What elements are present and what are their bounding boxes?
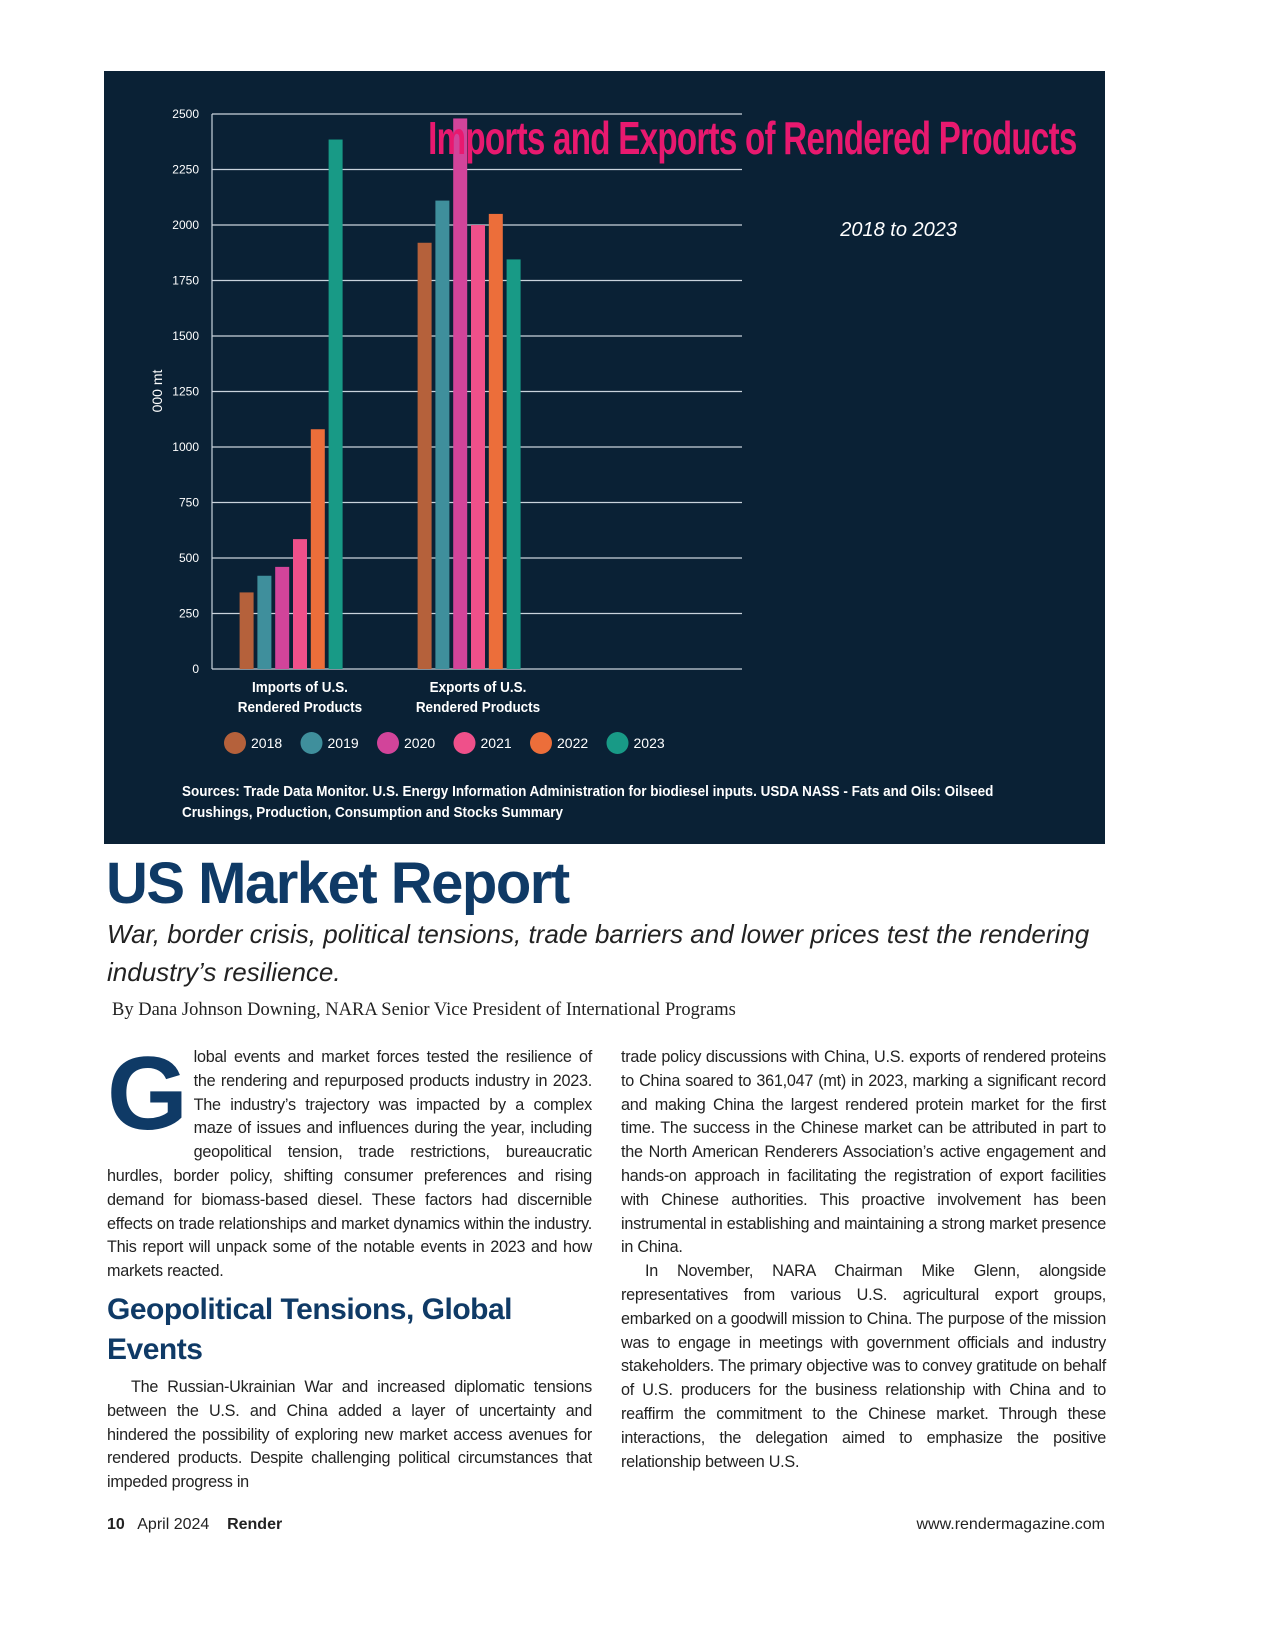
legend-label: 2022	[557, 735, 588, 751]
y-axis-label: 000 mt	[149, 369, 165, 412]
bar-2021-exports	[471, 225, 485, 669]
byline: By Dana Johnson Downing, NARA Senior Vic…	[112, 1000, 736, 1020]
legend-label: 2021	[481, 735, 512, 751]
bar-2023-exports	[506, 259, 521, 669]
page-title: US Market Report	[106, 851, 570, 916]
chart-sources: Sources: Trade Data Monitor. U.S. Energy…	[182, 783, 994, 821]
legend-swatch-2019	[300, 732, 323, 754]
x-tick-label: Exports of U.S.	[430, 679, 527, 696]
x-tick-label: Imports of U.S.	[252, 679, 348, 696]
y-tick-label: 2250	[172, 163, 199, 177]
paragraph: In November, NARA Chairman Mike Glenn, a…	[621, 1262, 1106, 1471]
legend-label: 2018	[251, 735, 282, 751]
legend-label: 2020	[404, 735, 435, 751]
y-tick-label: 1250	[172, 385, 199, 399]
chart-title: Imports and Exports of Rendered Products	[428, 112, 1078, 164]
bar-2023-imports	[328, 139, 343, 669]
y-tick-label: 1500	[172, 329, 199, 343]
footer-left: 10 April 2024 Render	[107, 1516, 282, 1534]
paragraph: lobal events and market forces tested th…	[107, 1048, 592, 1281]
paragraph: trade policy discussions with China, U.S…	[621, 1048, 1106, 1257]
paragraph: The Russian-Ukrainian War and increased …	[107, 1377, 592, 1492]
chart-panel: 0 250 500 750 1000 1250 1500 1750 2000 2250 2500 00…	[104, 71, 1105, 844]
footer-url: www.rendermagazine.com	[916, 1516, 1105, 1533]
column-right: trade policy discussions with China, U.S…	[621, 1046, 1106, 1474]
article-deck: War, border crisis, political tensions, …	[107, 919, 1090, 987]
y-tick-label: 1000	[172, 440, 199, 454]
bar-2022-imports	[310, 429, 325, 669]
y-tick-label: 500	[179, 551, 199, 565]
x-tick-label: Rendered Products	[238, 699, 362, 716]
legend-swatch-2022	[530, 732, 552, 754]
bar-2020-exports	[453, 118, 468, 669]
y-tick-label: 750	[179, 496, 199, 510]
bar-2021-imports	[293, 539, 307, 669]
legend-label: 2023	[634, 735, 665, 751]
issue-date: April 2024	[137, 1516, 210, 1533]
y-tick-label: 2500	[172, 107, 199, 121]
bar-chart: 0 250 500 750 1000 1250 1500 1750 2000 2250 2500 00…	[149, 107, 742, 754]
legend-swatch-2021	[453, 732, 476, 754]
bar-2018-exports	[417, 242, 432, 669]
drop-cap: G	[107, 1036, 188, 1152]
bar-2018-imports	[239, 592, 254, 669]
y-tick-label: 0	[192, 662, 199, 676]
y-tick-label: 1750	[172, 274, 199, 288]
y-tick-label: 2000	[172, 218, 199, 232]
subheading: Geopolitical Tensions, Global Events	[107, 1292, 513, 1366]
x-tick-label: Rendered Products	[416, 699, 540, 716]
legend-label: 2019	[328, 735, 359, 751]
bar-2019-imports	[257, 575, 272, 669]
magazine-name: Render	[227, 1516, 283, 1533]
legend-swatch-2023	[606, 732, 629, 754]
bar-2022-exports	[488, 213, 503, 669]
legend-swatch-2018	[224, 732, 246, 754]
bar-2020-imports	[275, 566, 290, 669]
chart-subtitle: 2018 to 2023	[840, 219, 957, 241]
bar-2019-exports	[435, 200, 450, 669]
page-number: 10	[107, 1516, 125, 1533]
y-tick-label: 250	[179, 607, 199, 621]
legend-swatch-2020	[377, 732, 399, 754]
